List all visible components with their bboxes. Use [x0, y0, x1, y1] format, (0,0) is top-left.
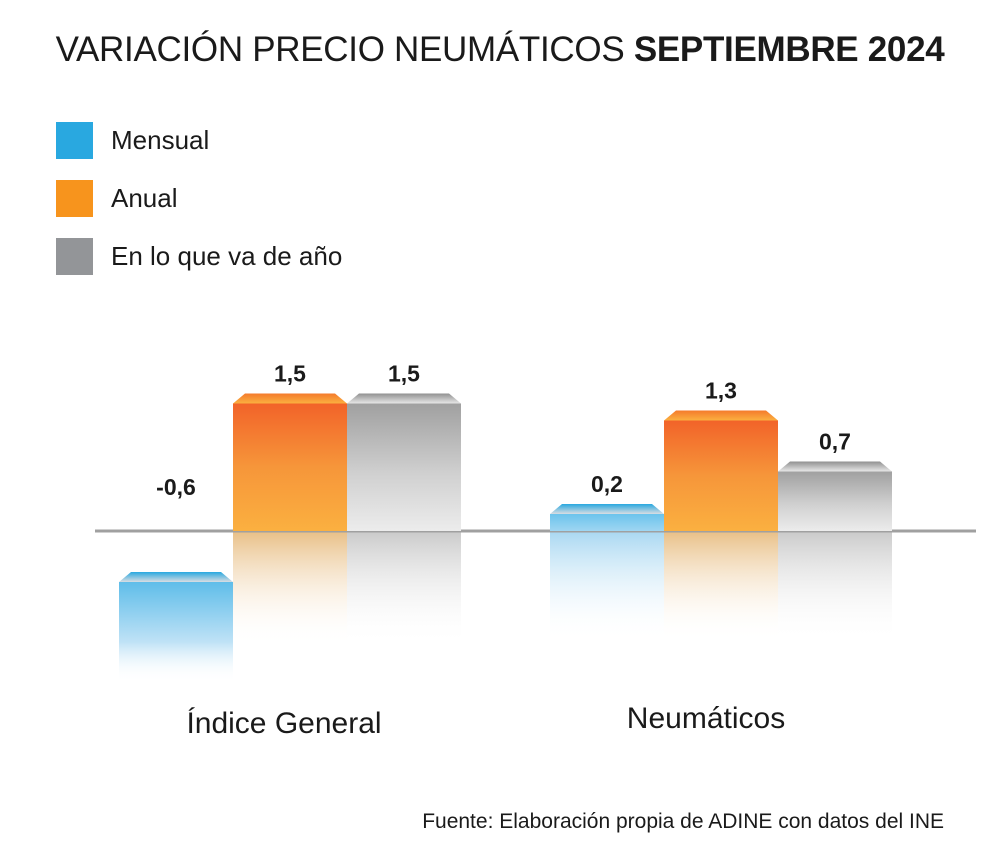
legend-label: Mensual	[111, 125, 210, 155]
bar-anual-neumaticos	[664, 420, 778, 531]
title-bold: SEPTIEMBRE 2024	[633, 30, 945, 69]
bars	[119, 393, 892, 682]
bar-mensual-indice-general-cap	[119, 572, 233, 582]
bar-anual-neumaticos-reflection	[664, 531, 778, 641]
bar-mensual-neumaticos-reflection	[550, 531, 664, 641]
bar-mensual-neumaticos	[550, 514, 664, 531]
bar-anual-indice-general-cap	[233, 393, 347, 404]
bar-ytd-indice-general-cap	[347, 393, 461, 404]
bar-anual-neumaticos-cap	[664, 410, 778, 421]
category-label-neumaticos: Neumáticos	[627, 702, 785, 735]
value-label-mensual-indice-general: -0,6	[156, 474, 196, 500]
category-label-indice-general: Índice General	[186, 707, 381, 740]
legend-swatch-ytd	[56, 238, 93, 275]
source-note: Fuente: Elaboración propia de ADINE con …	[422, 810, 944, 833]
title-regular: VARIACIÓN PRECIO NEUMÁTICOS	[55, 30, 634, 69]
value-label-anual-neumaticos: 1,3	[705, 378, 737, 404]
bar-ytd-indice-general-reflection	[347, 531, 461, 646]
bar-ytd-indice-general	[347, 403, 461, 531]
legend-swatch-mensual	[56, 122, 93, 159]
legend-label: Anual	[111, 183, 178, 213]
legend-swatch-anual	[56, 180, 93, 217]
value-label-ytd-indice-general: 1,5	[388, 361, 420, 387]
legend-label: En lo que va de año	[111, 241, 343, 271]
value-labels: -0,6 1,5 1,5 0,2 1,3 0,7	[156, 361, 851, 501]
value-label-mensual-neumaticos: 0,2	[591, 471, 623, 497]
value-label-ytd-neumaticos: 0,7	[819, 429, 851, 455]
bar-anual-indice-general	[233, 403, 347, 531]
bar-ytd-neumaticos-cap	[778, 461, 892, 472]
bar-mensual-indice-general	[119, 582, 233, 682]
bar-mensual-neumaticos-cap	[550, 504, 664, 514]
bar-anual-indice-general-reflection	[233, 531, 347, 646]
value-label-anual-indice-general: 1,5	[274, 361, 306, 387]
bar-ytd-neumaticos	[778, 471, 892, 531]
bar-reflections	[233, 531, 892, 646]
chart-title: VARIACIÓN PRECIO NEUMÁTICOS SEPTIEMBRE 2…	[0, 30, 1000, 70]
bar-ytd-neumaticos-reflection	[778, 531, 892, 641]
